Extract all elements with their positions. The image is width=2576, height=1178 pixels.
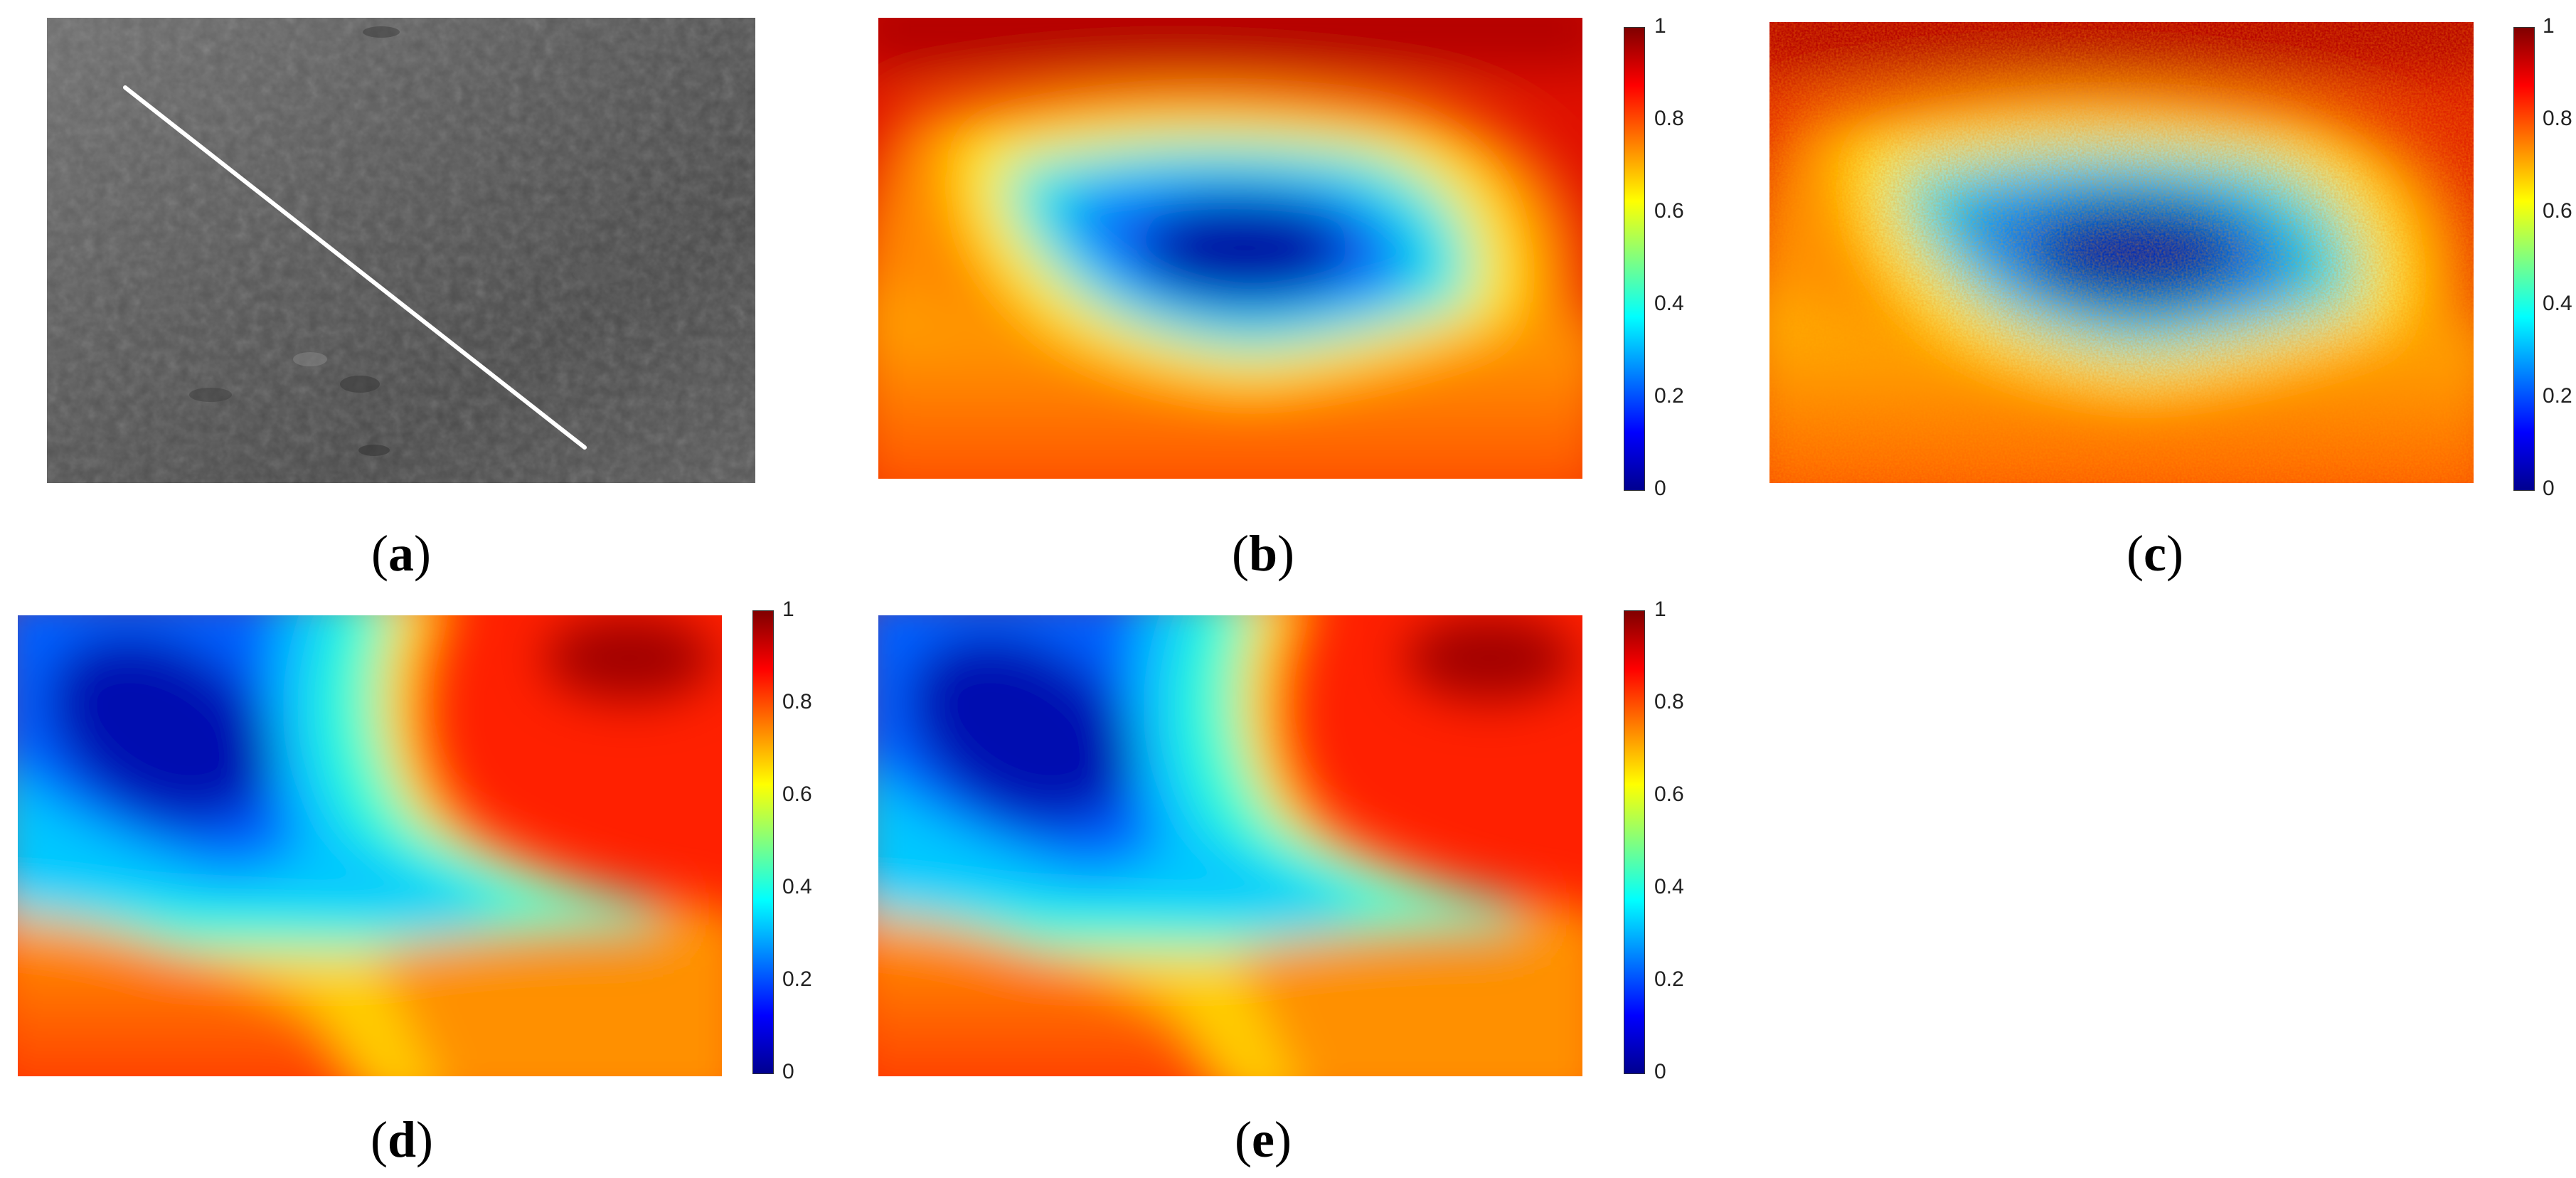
colorbar-c-tick-0.4: 0.4 <box>2543 292 2572 315</box>
colorbar-c-tick-0.2: 0.2 <box>2543 384 2572 408</box>
colorbar-d-tick-0.2: 0.2 <box>782 967 812 991</box>
heatmap-b <box>878 18 1582 479</box>
profile-line <box>123 85 587 450</box>
panel-e-heatmap <box>878 615 1582 1076</box>
colorbar-b <box>1624 27 1645 491</box>
heatmap-d <box>18 615 722 1076</box>
colorbar-c-tick-0.8: 0.8 <box>2543 107 2572 130</box>
heatmap-c <box>1769 22 2474 483</box>
colorbar-b-tick-0.6: 0.6 <box>1654 199 1684 223</box>
colorbar-c-tick-0.6: 0.6 <box>2543 199 2572 223</box>
colorbar-d <box>752 610 774 1074</box>
colorbar-c-tick-0: 0 <box>2543 477 2555 500</box>
caption-b: (b) <box>1231 525 1294 582</box>
colorbar-e-tick-0.8: 0.8 <box>1654 690 1684 713</box>
panel-a-image <box>47 18 755 483</box>
panel-c-heatmap <box>1769 22 2474 483</box>
colorbar-b-tick-0.4: 0.4 <box>1654 292 1684 315</box>
colorbar-d-tick-0.8: 0.8 <box>782 690 812 713</box>
colorbar-e-tick-0.2: 0.2 <box>1654 967 1684 991</box>
caption-a: (a) <box>371 525 431 582</box>
colorbar-d-tick-1: 1 <box>782 598 794 621</box>
caption-e: (e) <box>1235 1111 1292 1168</box>
colorbar-b-tick-0.2: 0.2 <box>1654 384 1684 408</box>
caption-c: (c) <box>2127 525 2183 582</box>
colorbar-e-tick-0.6: 0.6 <box>1654 782 1684 806</box>
colorbar-d-tick-0.6: 0.6 <box>782 782 812 806</box>
colorbar-e-tick-0.4: 0.4 <box>1654 875 1684 898</box>
colorbar-c-tick-1: 1 <box>2543 14 2555 38</box>
colorbar-d-tick-0.4: 0.4 <box>782 875 812 898</box>
colorbar-b-tick-0: 0 <box>1654 477 1666 500</box>
colorbar-e-tick-0: 0 <box>1654 1060 1666 1083</box>
colorbar-b-tick-1: 1 <box>1654 14 1666 38</box>
lunar-surface-image <box>47 18 755 483</box>
caption-d: (d) <box>370 1111 433 1168</box>
colorbar-e-tick-1: 1 <box>1654 598 1666 621</box>
heatmap-e <box>878 615 1582 1076</box>
colorbar-c <box>2513 27 2535 491</box>
colorbar-e <box>1624 610 1645 1074</box>
panel-d-heatmap <box>18 615 722 1076</box>
colorbar-d-tick-0: 0 <box>782 1060 794 1083</box>
colorbar-b-tick-0.8: 0.8 <box>1654 107 1684 130</box>
panel-b-heatmap <box>878 18 1582 479</box>
